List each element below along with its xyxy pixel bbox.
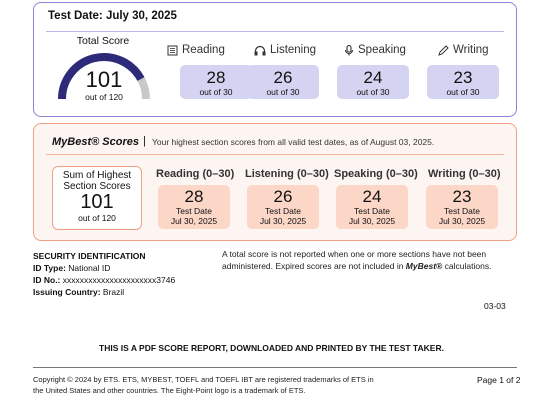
listening-max: out of 30	[266, 87, 300, 97]
total-score-max: out of 120	[85, 92, 123, 102]
best-speaking-score: 24	[362, 187, 382, 206]
id-no-row: ID No.: xxxxxxxxxxxxxxxxxxxxxx3746	[33, 274, 175, 286]
writing-max: out of 30	[446, 87, 480, 97]
country-label: Issuing Country:	[33, 287, 101, 297]
speaking-label: Speaking	[358, 44, 406, 56]
speaking-header: Speaking	[344, 44, 406, 56]
country-value: Brazil	[102, 287, 125, 297]
sum-highest-box: Sum of Highest Section Scores 101 out of…	[52, 166, 142, 230]
pdf-report-notice: THIS IS A PDF SCORE REPORT, DOWNLOADED A…	[99, 343, 444, 353]
best-writing-box: 23 Test Date Jul 30, 2025	[426, 185, 498, 229]
security-identification: SECURITY IDENTIFICATION ID Type: Nationa…	[33, 250, 175, 298]
mybest-card: MyBest® Scores | Your highest section sc…	[33, 123, 517, 241]
test-date-value: Jul 30, 2025	[170, 216, 218, 226]
reading-score: 28	[206, 68, 226, 87]
divider	[46, 31, 504, 32]
speaking-max: out of 30	[356, 87, 390, 97]
reading-label: Reading	[182, 44, 225, 56]
test-date-value: Jul 30, 2025	[348, 216, 396, 226]
reading-score-box: 28 out of 30	[180, 65, 252, 99]
id-type-row: ID Type: National ID	[33, 262, 175, 274]
sum-max: out of 120	[78, 213, 116, 223]
id-type-value: National ID	[68, 263, 111, 273]
test-date-label: Test Date	[354, 206, 390, 216]
sum-label-line2: Section Scores	[63, 181, 131, 192]
test-date-label: Test Date	[265, 206, 301, 216]
speaking-score-box: 24 out of 30	[337, 65, 409, 99]
id-no-value: xxxxxxxxxxxxxxxxxxxxxx3746	[62, 275, 176, 285]
id-no-label: ID No.:	[33, 275, 61, 285]
best-listening-score: 26	[273, 187, 293, 206]
total-score-label: Total Score	[76, 35, 130, 47]
best-speaking-box: 24 Test Date Jul 30, 2025	[336, 185, 408, 229]
writing-label: Writing	[453, 44, 489, 56]
sum-label-line1: Sum of Highest	[62, 170, 132, 181]
best-listening-header: Listening (0–30)	[245, 168, 329, 180]
reading-max: out of 30	[199, 87, 233, 97]
listening-score-box: 26 out of 30	[247, 65, 319, 99]
page-number: Page 1 of 2	[477, 375, 521, 385]
mybest-description: Your highest section scores from all val…	[152, 137, 435, 147]
test-date-card: Test Date: July 30, 2025 Total Score 101…	[33, 2, 517, 117]
footer-divider	[33, 367, 517, 368]
test-date-value: Jul 30, 2025	[438, 216, 486, 226]
headphones-icon	[254, 45, 266, 55]
speaking-score: 24	[363, 68, 383, 87]
copyright-text: Copyright © 2024 by ETS. ETS, MYBEST, TO…	[33, 375, 374, 395]
test-date-label: Test Date	[444, 206, 480, 216]
reading-header: Reading	[167, 44, 225, 56]
listening-score: 26	[273, 68, 293, 87]
test-date-value: Jul 30, 2025	[259, 216, 307, 226]
page-code: 03-03	[484, 301, 506, 311]
best-reading-box: 28 Test Date Jul 30, 2025	[158, 185, 230, 229]
mybest-title: MyBest® Scores	[52, 136, 139, 148]
security-heading: SECURITY IDENTIFICATION	[33, 251, 146, 261]
listening-header: Listening	[254, 44, 316, 56]
title-separator: |	[143, 135, 146, 147]
best-listening-box: 26 Test Date Jul 30, 2025	[247, 185, 319, 229]
score-note: A total score is not reported when one o…	[222, 248, 522, 272]
pencil-icon	[438, 44, 449, 56]
microphone-icon	[344, 44, 354, 55]
best-reading-score: 28	[184, 187, 204, 206]
writing-header: Writing	[438, 44, 489, 56]
test-date: Test Date: July 30, 2025	[48, 10, 177, 22]
sum-score: 101	[80, 191, 114, 213]
country-row: Issuing Country: Brazil	[33, 286, 175, 298]
best-writing-header: Writing (0–30)	[428, 168, 501, 180]
best-writing-score: 23	[452, 187, 472, 206]
writing-score-box: 23 out of 30	[427, 65, 499, 99]
note-text-end: calculations.	[442, 261, 492, 271]
id-type-label: ID Type:	[33, 263, 66, 273]
total-score-gauge	[58, 53, 150, 100]
divider	[46, 154, 504, 155]
book-icon	[167, 45, 178, 55]
note-text: A total score is not reported when one o…	[222, 249, 487, 271]
test-date-label: Test Date	[176, 206, 212, 216]
total-score: 101	[85, 67, 123, 92]
listening-label: Listening	[270, 44, 317, 56]
best-reading-header: Reading (0–30)	[156, 168, 235, 180]
writing-score: 23	[453, 68, 473, 87]
best-speaking-header: Speaking (0–30)	[334, 168, 418, 180]
note-brand: MyBest®	[405, 261, 443, 271]
